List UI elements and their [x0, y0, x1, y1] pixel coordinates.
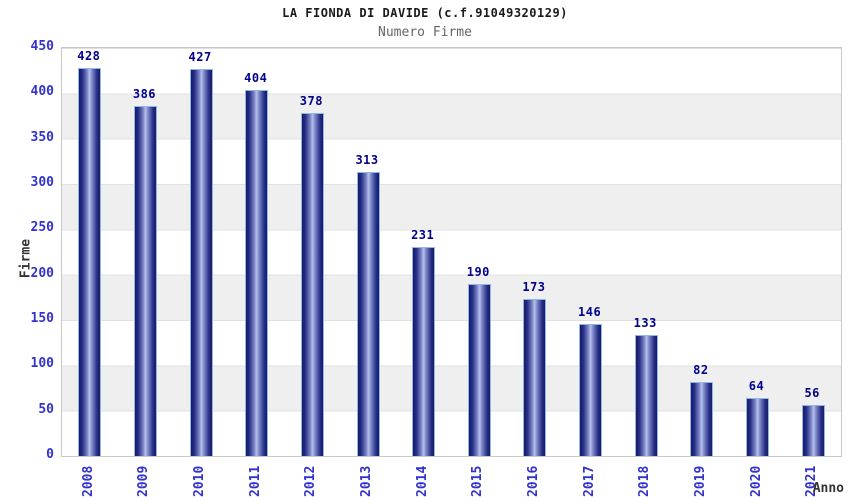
bar-2016	[523, 299, 547, 456]
bar-value-label: 404	[244, 70, 268, 85]
bar-value-label: 386	[132, 87, 157, 102]
x-tick-label: 2018	[637, 465, 653, 497]
bar-2013	[356, 172, 380, 456]
y-tick-label: 100	[30, 356, 54, 372]
bar-2021	[801, 405, 825, 456]
bar-value-label: 133	[633, 316, 657, 331]
bar-2008	[78, 67, 102, 456]
bar-value-label: 64	[748, 378, 765, 393]
bar-2015	[467, 283, 491, 456]
bar-value-label: 82	[693, 362, 709, 377]
bar-2020	[746, 397, 770, 456]
x-tick-label: 2008	[80, 465, 96, 497]
bar-value-label: 190	[466, 264, 490, 279]
chart-subtitle: Numero Firme	[378, 25, 472, 40]
x-tick-label: 2020	[748, 465, 764, 497]
plot-area	[61, 47, 842, 457]
x-tick-label: 2013	[359, 465, 375, 497]
x-tick-label: 2014	[414, 465, 430, 497]
bar-2010	[189, 68, 213, 456]
bar-2012	[300, 113, 324, 456]
y-tick-label: 250	[30, 220, 54, 236]
x-tick-label: 2012	[303, 465, 319, 497]
y-tick-label: 450	[30, 39, 54, 54]
x-tick-label: 2015	[470, 465, 486, 497]
y-tick-label: 50	[38, 401, 54, 417]
bar-2011	[245, 89, 269, 456]
chart-title: LA FIONDA DI DAVIDE (c.f.91049320129)	[282, 6, 568, 20]
y-tick-label: 400	[30, 84, 54, 100]
y-tick-label: 300	[30, 175, 54, 190]
bar-value-label: 378	[299, 94, 323, 109]
x-axis-title: Anno	[812, 481, 844, 496]
y-tick-label: 0	[46, 447, 54, 462]
bar-2014	[412, 246, 436, 456]
y-tick-label: 150	[30, 311, 54, 326]
x-tick-label: 2016	[525, 465, 541, 497]
bar-value-label: 146	[578, 304, 602, 319]
bar-2017	[579, 323, 603, 456]
bar-value-label: 313	[355, 153, 379, 168]
bar-value-label: 56	[804, 386, 820, 401]
bar-value-label: 231	[411, 227, 435, 242]
bar-value-label: 428	[77, 48, 101, 63]
bar-value-label: 173	[522, 280, 546, 295]
x-tick-label: 2011	[247, 465, 263, 497]
bar-2009	[133, 106, 157, 456]
y-tick-label: 200	[30, 265, 54, 281]
x-tick-label: 2017	[581, 465, 597, 497]
bar-2019	[690, 381, 714, 456]
bar-value-label: 427	[188, 49, 212, 64]
x-tick-label: 2010	[192, 465, 208, 497]
x-tick-label: 2009	[136, 465, 152, 497]
bar-2018	[634, 335, 658, 456]
x-tick-label: 2019	[692, 465, 708, 497]
y-tick-label: 350	[30, 129, 54, 145]
